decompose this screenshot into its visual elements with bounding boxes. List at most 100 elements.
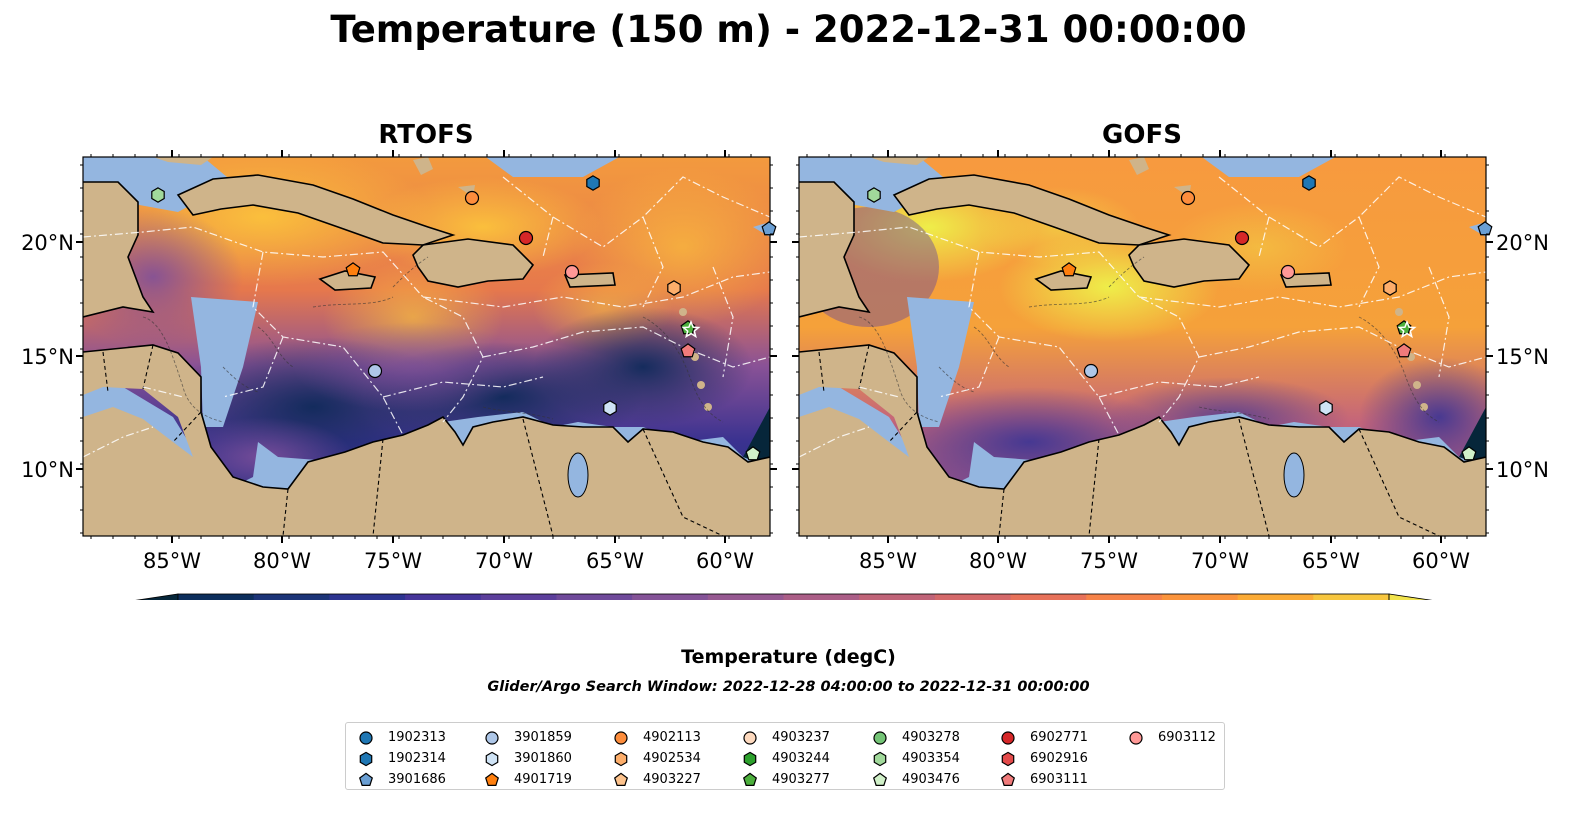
colorbar-segment [1237, 594, 1314, 600]
float-marker-6902771 [518, 230, 534, 246]
colorbar-segment [859, 594, 936, 600]
hexagon-marker-icon [1001, 751, 1015, 767]
float-marker-4903354 [151, 187, 165, 203]
legend-marker [1001, 731, 1015, 745]
float-marker-4901719 [1061, 262, 1077, 277]
legend-marker [485, 751, 499, 767]
legend-marker [873, 772, 887, 786]
colorbar-label: Temperature (degC) [681, 646, 896, 668]
lon-tick-label: 60°W [696, 549, 754, 573]
legend-label: 6902771 [1030, 730, 1088, 745]
panel-title-rtofs: RTOFS [378, 120, 474, 150]
colorbar-segment [707, 594, 784, 600]
legend-label: 4903277 [772, 772, 830, 787]
float-marker-4902534 [667, 280, 681, 296]
figure-title: Temperature (150 m) - 2022-12-31 00:00:0… [330, 8, 1247, 51]
legend-marker [873, 751, 887, 767]
hexagon-marker-icon [485, 751, 499, 767]
colorbar-segment [632, 594, 709, 600]
legend-label: 4903476 [902, 772, 960, 787]
pentagon-marker-icon [614, 772, 628, 786]
colorbar-segment [556, 594, 633, 600]
legend-label: 4902113 [643, 730, 701, 745]
colorbar-segment [1010, 594, 1087, 600]
lon-tick-label: 70°W [475, 549, 533, 573]
legend-marker [743, 772, 757, 786]
lat-tick-label: 20°N [1496, 231, 1549, 255]
float-marker-4902113 [464, 190, 480, 206]
float-marker-4901719 [345, 262, 361, 277]
panel-title-gofs: GOFS [1102, 120, 1182, 150]
float-marker-3901859 [1083, 363, 1099, 379]
map-figure: 85°W 80°W 75°W 70°W 65°W 60°W 85°W 80°W 75°W 70°W… [21, 150, 1549, 600]
circle-marker-icon [743, 731, 757, 745]
lon-tick-label: 65°W [586, 549, 644, 573]
colorbar-segment [1086, 594, 1163, 600]
float-marker-6903112 [1280, 264, 1296, 280]
legend-label: 3901859 [514, 730, 572, 745]
float-marker-6903111 [1396, 343, 1412, 358]
legend-marker [743, 751, 757, 767]
colorbar: 1718192021222324 [135, 593, 1433, 600]
lon-tick-label: 85°W [143, 549, 201, 573]
colorbar-segment [253, 594, 330, 600]
legend-marker [359, 731, 373, 745]
legend-marker [359, 751, 373, 767]
legend-label: 6903112 [1158, 730, 1216, 745]
float-marker-4902534 [1383, 280, 1397, 296]
map-panel-gofs [798, 156, 1493, 537]
lon-tick-label: 80°W [253, 549, 311, 573]
hexagon-marker-icon [359, 751, 373, 767]
legend-marker [873, 731, 887, 745]
hexagon-marker-icon [873, 751, 887, 767]
colorbar-segment [1313, 594, 1390, 600]
legend-marker [614, 772, 628, 786]
legend-label: 6902916 [1030, 751, 1088, 766]
legend-marker [743, 731, 757, 745]
pentagon-marker-icon [743, 772, 757, 786]
legend-marker [614, 751, 628, 767]
circle-marker-icon [614, 731, 628, 745]
lon-tick-label: 75°W [1080, 549, 1138, 573]
legend-label: 3901860 [514, 751, 572, 766]
float-marker-3901686 [761, 221, 777, 236]
float-marker-4903354 [867, 187, 881, 203]
legend-marker [485, 772, 499, 786]
legend-marker [485, 731, 499, 745]
lon-tick-label: 65°W [1302, 549, 1360, 573]
search-window-text: Glider/Argo Search Window: 2022-12-28 04… [487, 679, 1090, 695]
circle-marker-icon [1129, 731, 1143, 745]
legend-marker [1001, 772, 1015, 786]
legend-label: 4902534 [643, 751, 701, 766]
legend-label: 4901719 [514, 772, 572, 787]
legend-label: 6903111 [1030, 772, 1088, 787]
float-marker-1902314 [586, 175, 600, 191]
hexagon-marker-icon [614, 751, 628, 767]
pentagon-marker-icon [359, 772, 373, 786]
lat-tick-label: 20°N [21, 231, 74, 255]
pentagon-marker-icon [1001, 772, 1015, 786]
legend-label: 4903278 [902, 730, 960, 745]
legend-marker [359, 772, 373, 786]
float-marker-3901860 [1319, 400, 1333, 416]
star-marker [1397, 319, 1417, 339]
legend-marker [1129, 731, 1143, 745]
float-marker-6903112 [564, 264, 580, 280]
lon-tick-label: 70°W [1191, 549, 1249, 573]
colorbar-segment [329, 594, 406, 600]
legend-label: 4903244 [772, 751, 830, 766]
lon-tick-label: 85°W [859, 549, 917, 573]
float-marker-4902113 [1180, 190, 1196, 206]
legend-marker [614, 731, 628, 745]
legend-label: 3901686 [388, 772, 446, 787]
legend-marker [1001, 751, 1015, 767]
circle-marker-icon [1001, 731, 1015, 745]
legend-label: 1902313 [388, 730, 446, 745]
float-marker-3901686 [1477, 221, 1493, 236]
colorbar-segment [1161, 594, 1239, 600]
star-marker [681, 319, 701, 339]
float-marker-3901859 [367, 363, 383, 379]
float-marker-1902314 [1302, 175, 1316, 191]
colorbar-segment [480, 594, 557, 600]
lon-tick-label: 80°W [969, 549, 1027, 573]
